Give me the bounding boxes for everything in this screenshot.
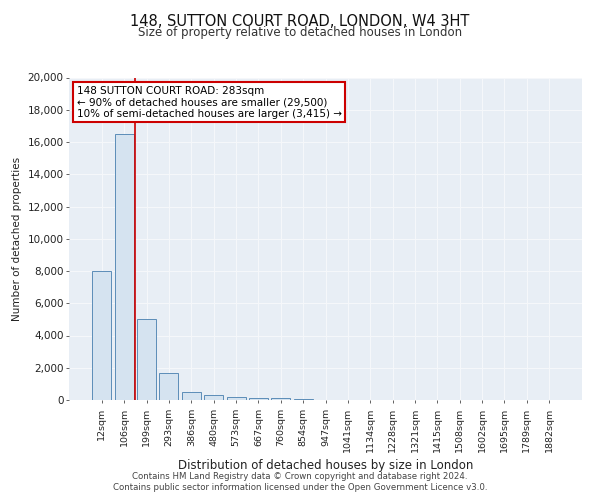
Text: Size of property relative to detached houses in London: Size of property relative to detached ho…: [138, 26, 462, 39]
Bar: [160, 372, 178, 400]
X-axis label: Distribution of detached houses by size in London: Distribution of detached houses by size …: [178, 459, 473, 472]
Text: Contains HM Land Registry data © Crown copyright and database right 2024.: Contains HM Land Registry data © Crown c…: [132, 472, 468, 481]
Bar: [137, 320, 156, 400]
Bar: [115, 134, 134, 400]
Bar: [249, 398, 268, 400]
Bar: [293, 399, 313, 400]
Bar: [204, 396, 223, 400]
Text: 148 SUTTON COURT ROAD: 283sqm
← 90% of detached houses are smaller (29,500)
10% : 148 SUTTON COURT ROAD: 283sqm ← 90% of d…: [77, 86, 341, 119]
Y-axis label: Number of detached properties: Number of detached properties: [12, 156, 22, 321]
Text: Contains public sector information licensed under the Open Government Licence v3: Contains public sector information licen…: [113, 483, 487, 492]
Bar: [227, 397, 245, 400]
Bar: [182, 392, 201, 400]
Text: 148, SUTTON COURT ROAD, LONDON, W4 3HT: 148, SUTTON COURT ROAD, LONDON, W4 3HT: [130, 14, 470, 29]
Bar: [271, 398, 290, 400]
Bar: [92, 271, 112, 400]
